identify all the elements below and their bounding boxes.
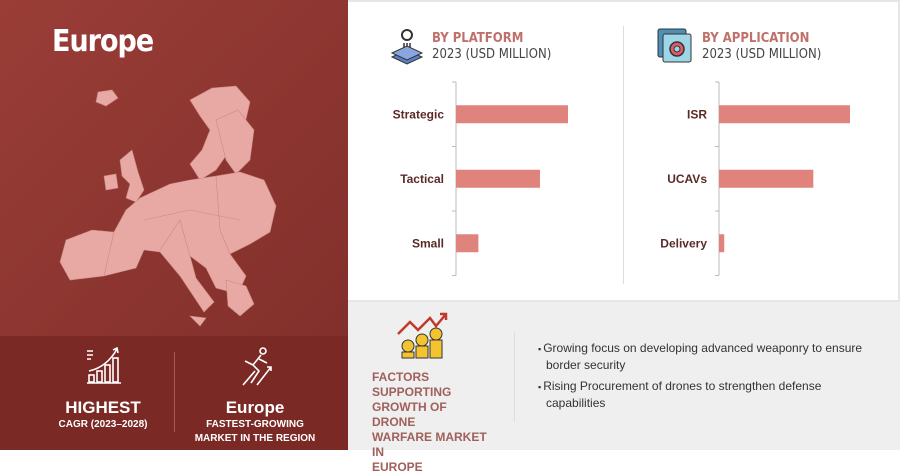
category-label: Tactical xyxy=(400,172,444,186)
stat-headline: Europe xyxy=(225,398,285,417)
factors-heading: FACTORS SUPPORTING GROWTH OF DRONE WARFA… xyxy=(372,370,492,475)
category-label: Small xyxy=(412,236,444,250)
factors-panel xyxy=(348,302,900,450)
bar-small xyxy=(456,234,479,253)
stat-fastest-growing: Europe FASTEST-GROWING MARKET IN THE REG… xyxy=(180,345,330,446)
application-gear-icon xyxy=(657,28,692,63)
application-chart-header: BY APPLICATION 2023 (USD MILLION) xyxy=(702,31,821,63)
factor-item: Growing focus on developing advanced wea… xyxy=(538,340,878,373)
factors-divider xyxy=(514,332,515,422)
coins-growth-icon xyxy=(397,312,448,359)
factors-heading-line: GROWTH OF DRONE xyxy=(372,400,447,429)
factors-heading-line: WARFARE MARKET IN xyxy=(372,430,487,459)
chart-divider xyxy=(623,26,624,284)
charts-panel xyxy=(348,0,900,302)
stat-caption-line2: MARKET IN THE REGION xyxy=(194,433,316,444)
bar-ucavs xyxy=(719,169,814,188)
factors-list: Growing focus on developing advanced wea… xyxy=(538,340,878,416)
chart-title: BY APPLICATION xyxy=(702,31,810,46)
stat-caption: CAGR (2023–2028) xyxy=(58,419,148,430)
bar-strategic xyxy=(456,105,568,124)
platform-layers-icon xyxy=(390,29,424,65)
chart-subtitle: 2023 (USD MILLION) xyxy=(432,47,552,62)
stats-divider xyxy=(174,352,175,432)
stat-caption-line1: FASTEST-GROWING xyxy=(206,419,304,430)
runner-arrow-icon xyxy=(242,347,272,386)
bar-tactical xyxy=(456,169,540,188)
chart-title: BY PLATFORM xyxy=(432,31,524,46)
category-label: Delivery xyxy=(660,236,707,250)
factors-heading-line: EUROPE xyxy=(372,460,423,474)
bar-delivery xyxy=(719,234,725,253)
region-title: Europe xyxy=(52,24,154,59)
category-label: Strategic xyxy=(393,107,445,121)
application-bar-chart: ISR UCAVs Delivery xyxy=(660,81,850,276)
category-label: UCAVs xyxy=(667,172,707,186)
platform-chart-header: BY PLATFORM 2023 (USD MILLION) xyxy=(432,31,551,63)
platform-bar-chart: Strategic Tactical Small xyxy=(393,81,568,276)
growth-chart-icon xyxy=(87,346,121,384)
stat-highest-cagr: HIGHEST CAGR (2023–2028) xyxy=(28,345,178,432)
europe-map xyxy=(59,85,277,327)
category-label: ISR xyxy=(687,107,707,121)
chart-subtitle: 2023 (USD MILLION) xyxy=(702,47,822,62)
factor-item: Rising Procurement of drones to strength… xyxy=(538,378,878,411)
stat-headline: HIGHEST xyxy=(65,398,141,417)
bar-isr xyxy=(719,105,850,124)
factors-heading-line: FACTORS SUPPORTING xyxy=(372,370,452,399)
